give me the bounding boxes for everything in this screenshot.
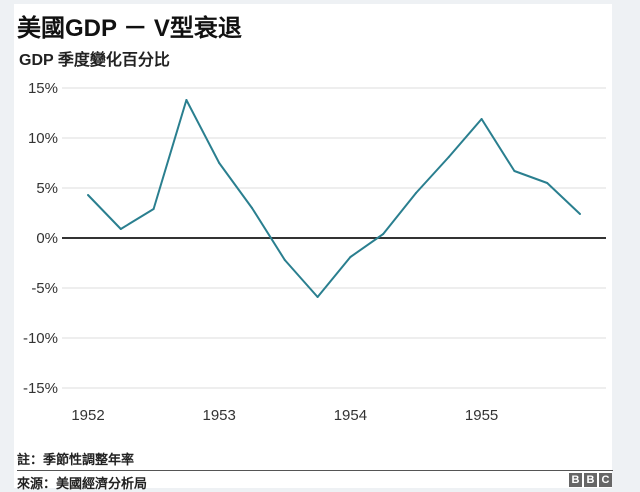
data-point [119,228,122,230]
data-point [251,207,253,209]
series-line-gdp [87,99,581,298]
y-tick-label: -10% [23,330,58,347]
chart-title: 美國GDP － V型衰退 [17,15,242,42]
chart-source: 來源：美國經濟分析局 [17,476,148,491]
data-point [579,213,581,215]
logo-letter: C [599,473,612,487]
chart-card: 美國GDP － V型衰退 GDP 季度變化百分比 15% 10% 5% 0% -5% -1… [14,4,613,491]
data-point [152,208,155,210]
data-point [382,233,385,235]
logo-letter: B [569,473,582,487]
data-point [316,296,319,298]
divider [17,470,613,471]
bbc-logo: B B C [569,473,612,487]
data-point [546,182,549,184]
data-point [218,162,221,164]
logo-letter: B [584,473,597,487]
x-tick-label: 1955 [465,407,498,424]
chart-note: 註：季節性調整年率 [17,452,135,467]
y-tick-label: -15% [23,380,58,397]
data-point [480,118,483,120]
y-tick-label: 10% [28,130,58,147]
x-tick-label: 1952 [71,407,104,424]
line-chart: 15% 10% 5% 0% -5% -10% -15% 1952 1953 1954 1955 [23,80,606,424]
y-tick-label: 5% [36,180,58,197]
data-point [349,256,352,258]
data-point [283,259,286,261]
x-tick-label: 1953 [203,407,236,424]
data-point [513,170,516,172]
y-tick-label: 15% [28,80,58,97]
data-point [87,194,89,196]
data-point [447,156,450,158]
y-tick-label: 0% [36,230,58,247]
chart-subtitle: GDP 季度變化百分比 [19,52,170,69]
x-tick-label: 1954 [334,407,367,424]
y-tick-label: -5% [31,280,58,297]
data-point [415,192,417,194]
data-point [185,99,188,101]
